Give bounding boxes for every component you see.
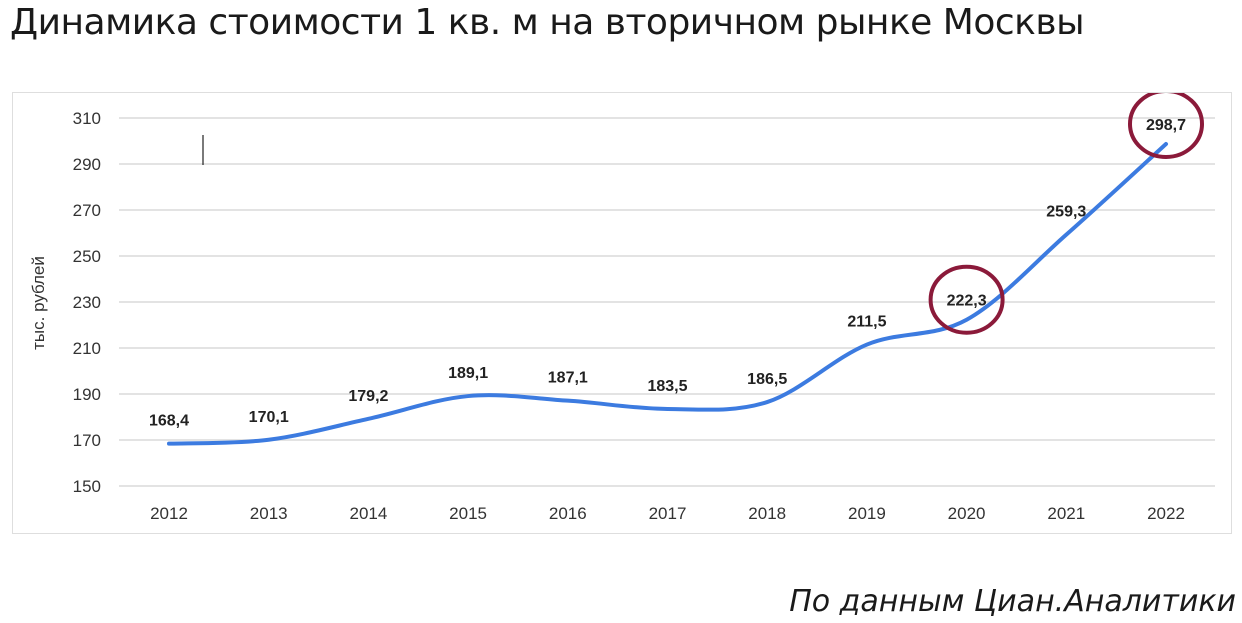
- x-tick-label: 2020: [948, 504, 986, 523]
- y-axis-label: тыс. рублей: [29, 256, 48, 350]
- y-tick-label: 150: [73, 477, 101, 496]
- data-label: 187,1: [548, 370, 588, 387]
- source-note: По данным Циан.Аналитики: [789, 584, 1236, 619]
- x-tick-label: 2018: [748, 504, 786, 523]
- series-line-group: [169, 144, 1166, 444]
- data-label: 298,7: [1146, 117, 1186, 134]
- grid-lines: [119, 118, 1215, 486]
- data-label: 170,1: [249, 409, 289, 426]
- y-tick-label: 210: [73, 339, 101, 358]
- x-tick-label: 2016: [549, 504, 587, 523]
- data-label: 222,3: [947, 293, 987, 310]
- x-tick-label: 2021: [1047, 504, 1085, 523]
- line-chart: 150 170 190 210 230 250 270 290 310 2012 2013 2014…: [13, 93, 1231, 533]
- x-tick-label: 2022: [1147, 504, 1185, 523]
- y-tick-label: 190: [73, 385, 101, 404]
- x-tick-label: 2012: [150, 504, 188, 523]
- y-tick-label: 250: [73, 247, 101, 266]
- x-tick-label: 2019: [848, 504, 886, 523]
- y-tick-label: 170: [73, 431, 101, 450]
- chart-container: 150 170 190 210 230 250 270 290 310 2012 2013 2014…: [12, 92, 1232, 534]
- data-label: 211,5: [847, 314, 886, 331]
- data-label: 179,2: [348, 388, 388, 405]
- x-tick-label: 2014: [349, 504, 387, 523]
- y-tick-labels: 150 170 190 210 230 250 270 290 310: [73, 109, 101, 496]
- x-tick-label: 2017: [649, 504, 687, 523]
- x-tick-label: 2015: [449, 504, 487, 523]
- series-line: [169, 144, 1166, 444]
- y-tick-label: 290: [73, 155, 101, 174]
- x-tick-label: 2013: [250, 504, 288, 523]
- data-label: 189,1: [448, 365, 488, 382]
- y-tick-label: 230: [73, 293, 101, 312]
- data-label: 183,5: [647, 378, 687, 395]
- data-label: 186,5: [747, 371, 787, 388]
- y-tick-label: 270: [73, 201, 101, 220]
- page-title: Динамика стоимости 1 кв. м на вторичном …: [10, 2, 1084, 43]
- data-label: 259,3: [1046, 204, 1086, 221]
- y-tick-label: 310: [73, 109, 101, 128]
- x-tick-labels: 2012 2013 2014 2015 2016 2017 2018 2019 2020 2021…: [150, 504, 1185, 523]
- data-label: 168,4: [149, 413, 189, 430]
